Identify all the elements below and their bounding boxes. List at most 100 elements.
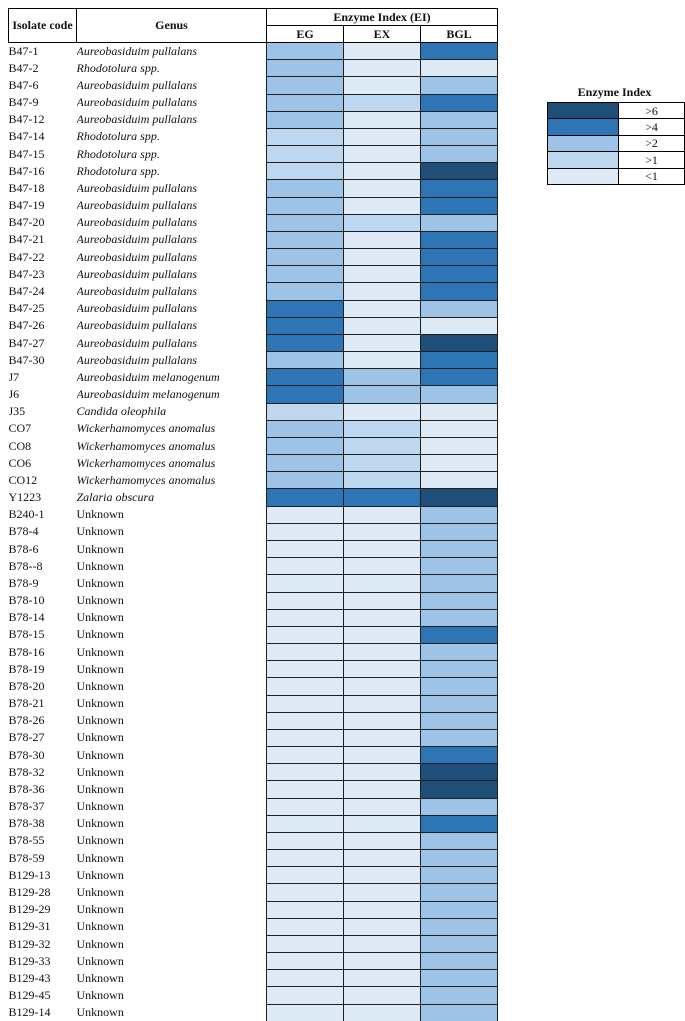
column-header-genus: Genus [76, 8, 267, 43]
heat-cell-bgl [420, 93, 498, 112]
table-row: CO12 Wickerhamomyces anomalus [9, 471, 498, 490]
heat-cell-bgl [420, 316, 498, 335]
genus-cell: Aureobasiduim pullalans [76, 77, 198, 92]
heat-cell-bgl [420, 248, 498, 267]
genus-cell: Aureobasiduim pullalans [76, 180, 198, 195]
table-row: B47-14 Rhodotolura spp. [9, 127, 498, 147]
isolate-code-cell: B129-33 [8, 953, 51, 968]
isolate-code-cell: B47-24 [8, 283, 45, 298]
heat-cell-eg [266, 986, 344, 1005]
table-row: B78-37 Unknown [9, 797, 498, 816]
heat-cell-eg [266, 883, 344, 902]
genus-cell: Unknown [76, 764, 124, 779]
heat-cell-bgl [420, 351, 498, 370]
legend-label: >6 [618, 101, 685, 120]
isolate-code-cell: B78-55 [8, 833, 45, 848]
table-row: B47-21 Aureobasiduim pullalans [8, 230, 498, 250]
genus-cell: Unknown [76, 610, 124, 625]
heat-cell-ex [343, 643, 421, 662]
legend-swatch [547, 151, 619, 169]
isolate-code-cell: B129-32 [8, 936, 51, 951]
genus-cell: Unknown [76, 558, 124, 573]
isolate-code-cell: B47-18 [8, 180, 45, 195]
legend-swatch [547, 101, 619, 120]
heat-cell-bgl [420, 539, 498, 559]
table-row: B78-15 Unknown [9, 625, 498, 645]
isolate-code-cell: J7 [8, 369, 20, 384]
heat-cell-ex [343, 1003, 421, 1021]
genus-cell: Unknown [76, 970, 124, 985]
heat-cell-ex [343, 299, 421, 318]
heat-cell-bgl [420, 574, 498, 593]
heat-cell-ex [343, 849, 421, 868]
heat-cell-eg [266, 488, 344, 507]
heat-cell-bgl [420, 677, 498, 696]
table-row: CO7 Wickerhamomyces anomalus [9, 419, 498, 438]
heat-cell-ex [343, 986, 421, 1005]
table-row: B129-13 Unknown [9, 866, 498, 885]
genus-cell: Unknown [76, 747, 124, 762]
heat-cell-bgl [420, 59, 498, 78]
heat-cell-ex [343, 59, 421, 78]
table-row: B47-24 Aureobasiduim pullalans [8, 282, 498, 301]
table-row: B47-1 Aureobasiduim pullalans [9, 41, 498, 61]
genus-cell: Aureobasiduim pullalans [76, 301, 198, 316]
heat-cell-eg [266, 625, 344, 645]
table-row: B78-55 Unknown [8, 831, 498, 851]
heat-cell-bgl [420, 608, 498, 627]
heat-cell-eg [266, 797, 344, 816]
table-row: CO8 Wickerhamomyces anomalus [9, 436, 498, 456]
heat-cell-eg [266, 1003, 344, 1021]
heat-cell-ex [343, 505, 421, 524]
heat-cell-bgl [420, 643, 498, 662]
heat-cell-eg [266, 849, 344, 868]
legend-label: >2 [618, 134, 685, 153]
heat-cell-bgl [420, 866, 498, 885]
genus-cell: Unknown [76, 953, 124, 968]
heat-cell-eg [266, 368, 344, 387]
isolate-code-cell: B78-19 [8, 661, 45, 676]
genus-cell: Aureobasiduim pullalans [76, 335, 198, 350]
heat-cell-ex [343, 866, 421, 885]
column-header-isolate-code: Isolate code [8, 8, 77, 43]
table-row: B47-27 Aureobasiduim pullalans [9, 333, 498, 353]
genus-cell: Unknown [76, 902, 124, 917]
isolate-code-cell: B78-30 [8, 747, 45, 762]
heat-cell-bgl [420, 934, 498, 954]
heat-cell-ex [343, 952, 421, 971]
table-row: B47-19 Aureobasiduim pullalans [8, 196, 498, 215]
isolate-code-cell: B47-19 [8, 198, 45, 213]
isolate-code-cell: B78-16 [8, 644, 45, 659]
genus-cell: Unknown [76, 593, 124, 608]
table-row: B78-32 Unknown [9, 763, 498, 782]
heat-cell-bgl [420, 505, 498, 524]
genus-cell: Aureobasiduim pullalans [76, 318, 198, 333]
heat-cell-ex [343, 145, 421, 164]
heat-cell-eg [266, 93, 344, 112]
heat-cell-ex [343, 76, 421, 95]
genus-cell: Unknown [76, 644, 124, 659]
heat-cell-bgl [420, 179, 498, 198]
heat-cell-ex [343, 402, 421, 421]
heat-cell-eg [266, 574, 344, 593]
isolate-code-cell: B47-21 [8, 232, 45, 247]
heat-cell-bgl [420, 471, 498, 490]
table-row: B129-32 Unknown [8, 934, 498, 954]
heat-cell-bgl [420, 333, 498, 353]
table-row: B47-25 Aureobasiduim pullalans [9, 299, 498, 318]
genus-cell: Rhodotolura spp. [76, 129, 160, 144]
heat-cell-ex [343, 831, 421, 851]
table-row: B47-20 Aureobasiduim pullalans [9, 213, 498, 232]
heat-cell-eg [266, 265, 344, 284]
heat-cell-ex [343, 248, 421, 267]
heat-cell-bgl [420, 488, 498, 507]
isolate-code-cell: B78-36 [8, 781, 45, 796]
table-row: B78-36 Unknown [8, 780, 498, 799]
isolate-code-cell: B47-9 [8, 95, 39, 110]
genus-cell: Aureobasiduim pullalans [76, 283, 198, 298]
isolate-code-cell: B78-4 [8, 524, 39, 539]
heat-cell-bgl [420, 299, 498, 318]
heat-cell-eg [266, 385, 344, 404]
heat-cell-bgl [420, 230, 498, 250]
table-row: B78-26 Unknown [9, 711, 498, 730]
